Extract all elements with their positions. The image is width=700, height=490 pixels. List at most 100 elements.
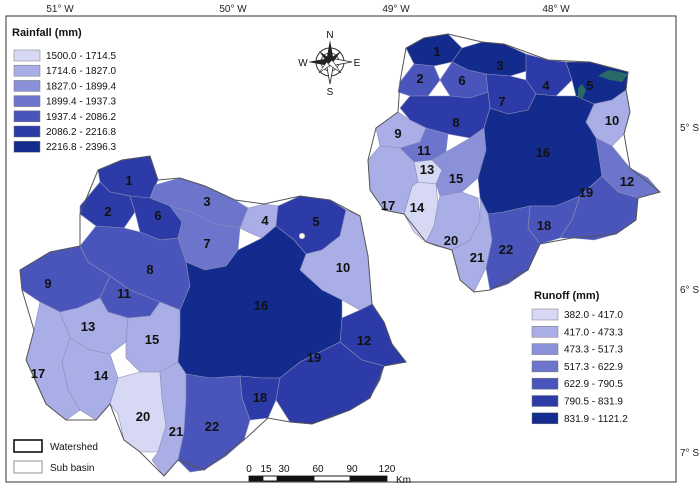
rain-label-6: 6	[154, 208, 161, 223]
runoff-legend-label-6: 831.9 - 1121.2	[564, 414, 628, 425]
rain-label-12: 12	[357, 333, 371, 348]
runoff-map	[367, 33, 662, 293]
scale-tick-90: 90	[346, 464, 358, 475]
rainfall-legend-label-3: 1899.4 - 1937.3	[46, 97, 116, 108]
compass-n: N	[326, 30, 333, 41]
runoff-label-2: 2	[416, 71, 423, 86]
runoff-legend-label-1: 417.0 - 473.3	[564, 327, 623, 338]
scale-unit: Km	[396, 475, 411, 486]
runoff-label-18: 18	[537, 218, 551, 233]
runoff-label-9: 9	[394, 126, 401, 141]
rain-label-11: 11	[117, 286, 131, 301]
scale-tick-0: 0	[246, 464, 252, 475]
runoff-label-3: 3	[496, 58, 503, 73]
rain-label-19: 19	[307, 350, 321, 365]
rain-label-7: 7	[203, 236, 210, 251]
rainfall-legend-label-0: 1500.0 - 1714.5	[46, 51, 116, 62]
runoff-label-8: 8	[452, 115, 459, 130]
runoff-legend-label-2: 473.3 - 517.3	[564, 345, 623, 356]
runoff-legend-swatch-6	[531, 412, 559, 425]
runoff-label-20: 20	[444, 233, 458, 248]
runoff-label-7: 7	[498, 94, 505, 109]
rain-label-14: 14	[94, 368, 109, 383]
subbasin-key-label: Sub basin	[50, 463, 94, 474]
lat-label-7: 7° S	[680, 448, 699, 459]
runoff-legend-label-0: 382.0 - 417.0	[564, 310, 623, 321]
runoff-subbasin-2	[397, 63, 441, 97]
rain-label-20: 20	[136, 409, 150, 424]
compass-icon: N S E W	[298, 30, 360, 98]
rain-label-13: 13	[81, 319, 95, 334]
lat-label-5: 5° S	[680, 123, 699, 134]
runoff-label-1: 1	[433, 44, 440, 59]
rainfall-legend-swatch-6	[13, 140, 41, 153]
rainfall-legend-label-6: 2216.8 - 2396.3	[46, 142, 116, 153]
watershed-swatch	[13, 439, 43, 453]
rainfall-legend-swatch-3	[13, 95, 41, 107]
runoff-label-17: 17	[381, 198, 395, 213]
watershed-key-label: Watershed	[50, 442, 98, 453]
compass-w: W	[298, 58, 308, 69]
runoff-legend-swatch-2	[531, 343, 559, 355]
rainfall-legend-swatch-5	[13, 125, 41, 138]
rainfall-legend-label-1: 1714.6 - 1827.0	[46, 66, 116, 77]
rain-label-3: 3	[203, 194, 210, 209]
runoff-label-5: 5	[586, 78, 593, 93]
lon-label-51: 51° W	[46, 4, 74, 15]
runoff-label-22: 22	[499, 242, 513, 257]
runoff-label-13: 13	[420, 162, 434, 177]
runoff-legend-title: Runoff (mm)	[534, 290, 600, 302]
rain-label-1: 1	[125, 173, 132, 188]
runoff-legend-label-5: 790.5 - 831.9	[564, 397, 623, 408]
lon-label-50: 50° W	[219, 4, 247, 15]
scale-tick-30: 30	[278, 464, 290, 475]
scale-tick-60: 60	[312, 464, 324, 475]
compass-e: E	[354, 58, 361, 69]
rain-label-15: 15	[145, 332, 159, 347]
rainfall-legend-swatch-0	[13, 49, 41, 62]
rainfall-legend-label-4: 1937.4 - 2086.2	[46, 112, 116, 123]
runoff-label-19: 19	[579, 185, 593, 200]
rainfall-map	[19, 155, 407, 477]
runoff-label-6: 6	[458, 73, 465, 88]
subbasin-swatch	[13, 460, 43, 474]
rainfall-legend-swatch-4	[13, 110, 41, 123]
runoff-legend-swatch-3	[531, 360, 559, 373]
runoff-label-11: 11	[417, 143, 431, 158]
rain-label-21: 21	[169, 424, 183, 439]
runoff-subbasin-labels: 1 2 3 4 5 6 7 8 9 10 11 12 13 14 15 16 1…	[381, 44, 634, 265]
rainfall-subbasin-22	[177, 373, 251, 473]
compass-s: S	[327, 87, 334, 98]
runoff-legend-label-4: 622.9 - 790.5	[564, 379, 623, 390]
runoff-legend-swatch-1	[531, 326, 559, 338]
boundary-key: Watershed Sub basin	[13, 439, 98, 474]
rain-label-18: 18	[253, 390, 267, 405]
runoff-legend: Runoff (mm) 382.0 - 417.0 417.0 - 473.3 47…	[531, 290, 628, 425]
scale-bar: 0 15 30 60 90 120 Km	[246, 464, 411, 486]
runoff-legend-swatch-5	[531, 395, 559, 407]
lat-label-6: 6° S	[680, 285, 699, 296]
rainfall-legend-swatch-1	[13, 64, 41, 77]
rainfall-legend-label-5: 2086.2 - 2216.8	[46, 127, 116, 138]
runoff-label-16: 16	[536, 145, 550, 160]
rain-label-5: 5	[312, 214, 319, 229]
runoff-label-21: 21	[470, 250, 484, 265]
rainfall-subbasin-labels: 1 2 3 4 5 6 7 8 9 10 11 12 13 14 15 16 1…	[31, 173, 371, 439]
rain-label-9: 9	[44, 276, 51, 291]
rain-label-16: 16	[254, 298, 268, 313]
runoff-label-4: 4	[542, 78, 550, 93]
runoff-legend-swatch-4	[531, 377, 559, 390]
runoff-legend-label-3: 517.3 - 622.9	[564, 362, 623, 373]
runoff-label-14: 14	[410, 200, 425, 215]
runoff-label-15: 15	[449, 171, 463, 186]
runoff-label-12: 12	[620, 174, 634, 189]
rainfall-legend-swatch-2	[13, 80, 41, 92]
rainfall-legend-title: Rainfall (mm)	[12, 27, 82, 39]
scale-tick-120: 120	[379, 464, 396, 475]
runoff-label-10: 10	[605, 113, 619, 128]
rain-label-4: 4	[261, 213, 269, 228]
rain-label-8: 8	[146, 262, 153, 277]
rain-label-17: 17	[31, 366, 45, 381]
